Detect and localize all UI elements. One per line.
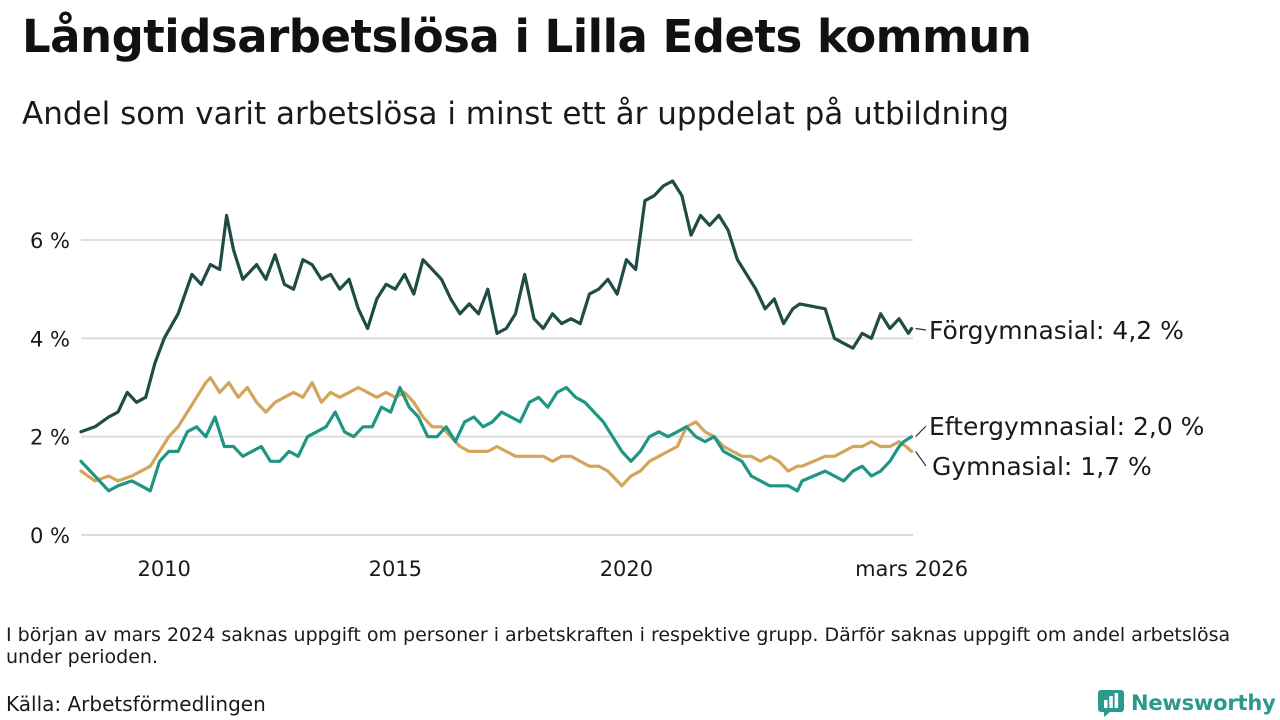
- chart-subtitle: Andel som varit arbetslösa i minst ett å…: [22, 96, 1010, 132]
- series-label-forgymnasial: Förgymnasial: 4,2 %: [929, 316, 1184, 345]
- y-tick-label: 6 %: [30, 229, 70, 253]
- x-tick-label: mars 2026: [855, 557, 968, 581]
- series-label-eftergymnasial: Eftergymnasial: 2,0 %: [929, 412, 1204, 441]
- label-leader-eftergymnasial: [915, 425, 927, 438]
- series-lines: [79, 179, 914, 493]
- footnote: I början av mars 2024 saknas uppgift om …: [6, 624, 1231, 668]
- x-tick-label: 2020: [600, 557, 653, 581]
- y-tick-label: 2 %: [30, 426, 70, 450]
- line-chart: 0 % 2 % 4 % 6 % 2010 2015 2020 mars 2026 Förgy…: [30, 179, 1204, 581]
- x-tick-label: 2010: [137, 557, 190, 581]
- label-leader-forgymnasial: [915, 327, 927, 331]
- chart-title: Långtidsarbetslösa i Lilla Edets kommun: [22, 10, 1032, 63]
- bar-chart-icon: [1098, 690, 1124, 717]
- newsworthy-logo: Newsworthy: [1098, 686, 1276, 720]
- logo-text: Newsworthy: [1131, 691, 1276, 715]
- series-end-labels: Förgymnasial: 4,2 % Eftergymnasial: 2,0 %…: [915, 316, 1204, 481]
- y-axis-labels: 0 % 2 % 4 % 6 %: [30, 229, 70, 548]
- series-line-gymnasial: [79, 376, 914, 488]
- x-tick-label: 2015: [369, 557, 422, 581]
- x-axis-labels: 2010 2015 2020 mars 2026: [137, 557, 968, 581]
- source-note: Källa: Arbetsförmedlingen: [6, 692, 266, 716]
- label-leader-gymnasial: [915, 451, 927, 467]
- y-tick-label: 0 %: [30, 524, 70, 548]
- series-line-eftergymnasial: [79, 385, 914, 493]
- y-tick-label: 4 %: [30, 327, 70, 351]
- gridlines: [81, 239, 913, 536]
- series-label-gymnasial: Gymnasial: 1,7 %: [932, 452, 1152, 481]
- series-line-forgymnasial: [79, 179, 914, 434]
